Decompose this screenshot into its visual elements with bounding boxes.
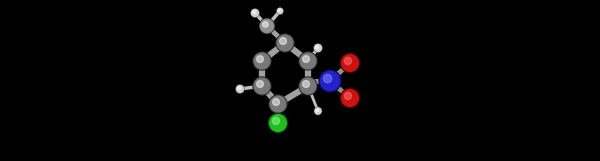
Circle shape — [263, 22, 268, 27]
Circle shape — [316, 46, 319, 49]
Circle shape — [253, 52, 271, 70]
Circle shape — [314, 108, 322, 114]
Circle shape — [316, 109, 319, 112]
Circle shape — [260, 19, 274, 33]
Circle shape — [269, 95, 287, 113]
Circle shape — [314, 44, 322, 52]
Circle shape — [236, 85, 244, 93]
Circle shape — [341, 55, 358, 71]
Circle shape — [277, 35, 293, 51]
Circle shape — [320, 71, 340, 91]
Circle shape — [299, 77, 317, 95]
Circle shape — [300, 53, 316, 69]
Circle shape — [300, 78, 316, 94]
Circle shape — [302, 56, 310, 62]
Circle shape — [272, 99, 280, 105]
Circle shape — [251, 9, 259, 17]
Circle shape — [257, 56, 263, 62]
Circle shape — [253, 11, 256, 14]
Circle shape — [254, 53, 270, 69]
Circle shape — [236, 85, 244, 93]
Circle shape — [277, 8, 283, 14]
Circle shape — [323, 74, 332, 83]
Circle shape — [299, 52, 317, 70]
Circle shape — [280, 38, 286, 44]
Circle shape — [278, 9, 280, 11]
Circle shape — [269, 114, 287, 133]
Circle shape — [276, 34, 294, 52]
Circle shape — [270, 96, 286, 112]
Circle shape — [319, 70, 341, 92]
Circle shape — [302, 81, 310, 87]
Circle shape — [272, 117, 280, 124]
Circle shape — [238, 87, 241, 90]
Circle shape — [341, 53, 359, 72]
Circle shape — [269, 115, 286, 131]
Circle shape — [315, 108, 321, 114]
Circle shape — [344, 92, 352, 99]
Circle shape — [341, 89, 359, 108]
Circle shape — [254, 78, 270, 94]
Circle shape — [341, 90, 358, 106]
Circle shape — [251, 9, 259, 17]
Circle shape — [257, 81, 263, 87]
Circle shape — [314, 44, 322, 52]
Circle shape — [253, 77, 271, 95]
Circle shape — [277, 8, 283, 14]
Circle shape — [344, 57, 352, 65]
Circle shape — [260, 19, 275, 33]
